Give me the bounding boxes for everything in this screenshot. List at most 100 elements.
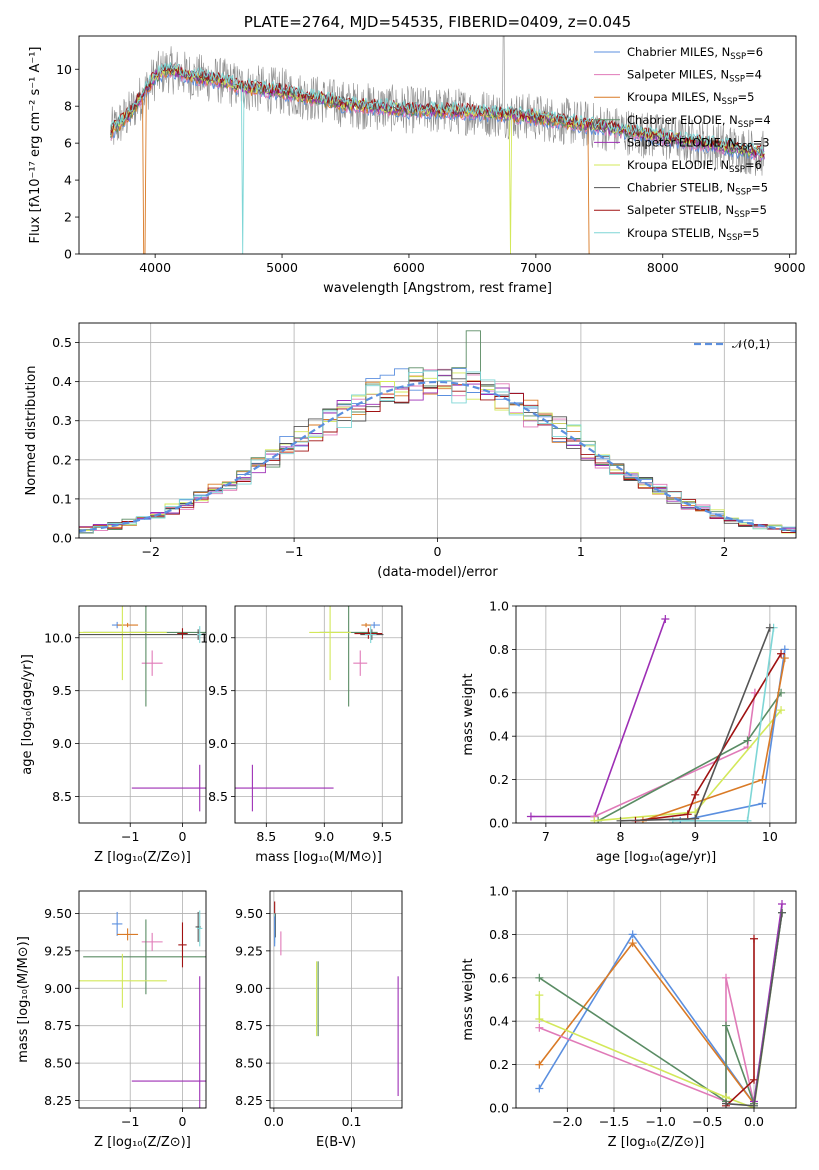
- weight-marker: [780, 654, 789, 663]
- x-tick-label: −1.0: [645, 1114, 675, 1129]
- weight-marker: [590, 816, 599, 823]
- weight-marker: [668, 816, 677, 823]
- legend: Chabrier MILES, NSSP=6 Salpeter MILES, NS…: [594, 45, 771, 243]
- residuals-axes: −2 −1 0 1 2 0.0 0.1 0.2 0.3 0.4 0.5 (data-model)/er…: [24, 323, 796, 580]
- spectrum-axes: 4000 5000 6000 7000 8000 9000 0 2 4 6 8 10 wavelengt…: [28, 47, 806, 297]
- weight_vs_Z-axes: −2.0 −1.5 −1.0 −0.5 0.0 0.0 0.2 0.4 0.6 0.8 1.0 Z […: [461, 884, 796, 1150]
- weight-marker: [535, 991, 544, 1000]
- legend-entry: Salpeter ELODIE, NSSP=3: [627, 135, 770, 152]
- weight-line: [530, 618, 667, 818]
- weight-marker: [750, 1101, 758, 1108]
- x-axis-label: E(B-V): [316, 1135, 356, 1150]
- y-tick-label: 0.0: [489, 816, 509, 831]
- y-axis-label: mass weight: [461, 958, 476, 1040]
- x-tick-label: 4000: [139, 260, 171, 275]
- weight-marker: [722, 973, 730, 982]
- y-axis-label: Flux [fλ10⁻¹⁷ erg cm⁻² s⁻¹ A⁻¹]: [28, 47, 43, 244]
- y-tick-label: 0.8: [489, 927, 509, 942]
- x-axis-label: Z [log₁₀(Z/Z⊙)]: [94, 1135, 191, 1150]
- weight-marker: [750, 1075, 758, 1084]
- age_vs_mass-frame: [234, 605, 403, 824]
- y-tick-label: 8.5: [52, 789, 72, 804]
- weight-marker: [758, 775, 767, 784]
- x-tick-label: −2: [141, 544, 159, 559]
- y-tick-label: 10.0: [44, 630, 72, 645]
- y-tick-label: 4: [64, 173, 72, 188]
- x-tick-label: −1: [121, 1114, 139, 1129]
- x-tick-label: 0: [179, 829, 187, 844]
- weight_vs_Z-lines: [535, 900, 786, 1108]
- weight-marker: [750, 934, 758, 943]
- weight-marker: [535, 1060, 544, 1069]
- age_vs_Z-frame: [78, 605, 207, 824]
- x-tick-label: −1: [121, 829, 139, 844]
- weight-marker: [780, 645, 789, 654]
- y-tick-label: 0.2: [489, 1057, 509, 1072]
- y-tick-label: 1.0: [489, 599, 509, 614]
- y-axis-label: age [log₁₀(age/yr)]: [20, 654, 35, 775]
- x-tick-label: 1: [577, 544, 585, 559]
- x-tick-label: −1.5: [599, 1114, 629, 1129]
- x-tick-label: −0.5: [692, 1114, 722, 1129]
- x-tick-label: 2: [720, 544, 728, 559]
- legend-entry: Salpeter MILES, NSSP=4: [627, 68, 762, 85]
- mass_vs_ebv-axes: 0.0 0.1 8.25 8.50 8.75 9.00 9.25 9.50 E(B-V): [235, 891, 402, 1150]
- x-tick-label: 9.0: [314, 829, 334, 844]
- weight-marker: [535, 973, 544, 982]
- y-tick-label: 8.5: [208, 789, 228, 804]
- y-tick-label: 1.0: [489, 884, 509, 899]
- legend-entry: Chabrier ELODIE, NSSP=4: [627, 113, 771, 130]
- x-tick-label: 8: [617, 829, 625, 844]
- weight-marker: [743, 736, 752, 745]
- legend-entry: Kroupa ELODIE, NSSP=6: [627, 158, 762, 175]
- weight-marker: [526, 812, 535, 821]
- x-tick-label: 8000: [647, 260, 679, 275]
- weight-marker: [535, 1023, 544, 1032]
- y-tick-label: 0.4: [489, 1014, 509, 1029]
- spectrum-frame: [78, 35, 797, 255]
- x-axis-label: age [log₁₀(age/yr)]: [596, 850, 717, 865]
- mass_vs_Z-axes: −1 0 8.25 8.50 8.75 9.00 9.25 9.50 Z [log₁₀(Z/Z⊙…: [16, 891, 206, 1150]
- y-tick-label: 9.25: [235, 943, 263, 958]
- x-tick-label: 0: [179, 1114, 187, 1129]
- y-tick-label: 0.3: [52, 413, 72, 428]
- y-tick-label: 8: [64, 99, 72, 114]
- normal-reference-curve: [78, 380, 797, 533]
- y-tick-label: 8.50: [44, 1056, 72, 1071]
- y-tick-label: 8.50: [235, 1056, 263, 1071]
- weight-marker: [743, 816, 752, 823]
- residuals-frame: [78, 322, 797, 539]
- x-tick-label: 9.5: [372, 829, 392, 844]
- mass_vs_Z-frame: [78, 890, 207, 1109]
- y-tick-label: 0.8: [489, 642, 509, 657]
- weight-marker: [722, 1099, 730, 1108]
- y-tick-label: 0.2: [52, 452, 72, 467]
- x-axis-label: (data-model)/error: [377, 565, 498, 580]
- legend-entry: Salpeter STELIB, NSSP=5: [627, 203, 767, 220]
- x-tick-label: 9: [691, 829, 699, 844]
- weight_vs_age-axes: 7 8 9 10 0.0 0.2 0.4 0.6 0.8 1.0 age [log₁₀(age/yr…: [461, 599, 796, 865]
- weight-marker: [691, 790, 700, 799]
- y-axis-label: mass [log₁₀(M/M⊙)]: [16, 936, 31, 1063]
- weight-marker: [535, 1084, 544, 1093]
- weight-marker: [777, 706, 786, 715]
- y-tick-label: 9.50: [44, 906, 72, 921]
- x-tick-label: 0: [434, 544, 442, 559]
- y-tick-label: 0.2: [489, 772, 509, 787]
- weight-marker: [661, 615, 670, 624]
- weight-marker: [691, 814, 700, 823]
- weight-marker: [778, 900, 786, 909]
- age_vs_Z-axes: −1 0 8.5 9.0 9.5 10.0 Z [log₁₀(Z/Z⊙)] age [log₁…: [20, 606, 206, 865]
- y-tick-label: 8.75: [44, 1018, 72, 1033]
- x-axis-label: Z [log₁₀(Z/Z⊙)]: [94, 850, 191, 865]
- y-tick-label: 8.75: [235, 1018, 263, 1033]
- x-axis-label: mass [log₁₀(M/M⊙)]: [255, 850, 382, 865]
- y-tick-label: 9.00: [44, 981, 72, 996]
- x-tick-label: 6000: [393, 260, 425, 275]
- legend-entry: Kroupa STELIB, NSSP=5: [627, 226, 759, 243]
- x-axis-label: Z [log₁₀(Z/Z⊙)]: [608, 1135, 705, 1150]
- weight-marker: [765, 623, 774, 632]
- x-tick-label: 10: [762, 829, 778, 844]
- legend-entry: Chabrier STELIB, NSSP=5: [627, 181, 768, 198]
